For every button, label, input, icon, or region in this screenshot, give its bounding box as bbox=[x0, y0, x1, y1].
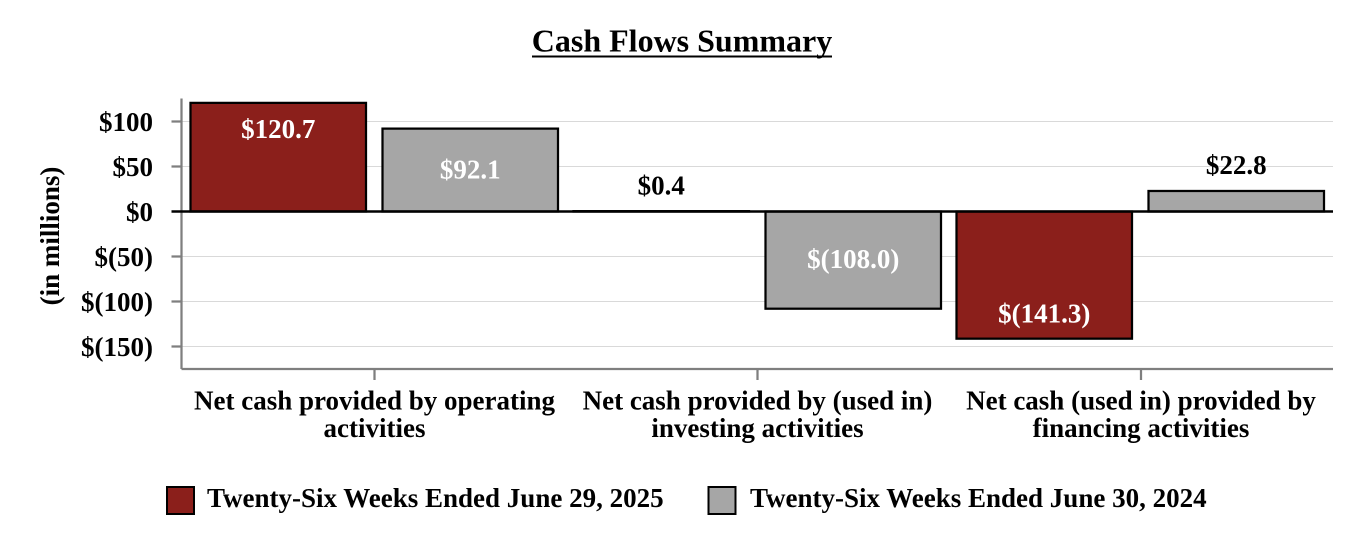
svg-text:activities: activities bbox=[324, 413, 426, 443]
svg-text:$(100): $(100) bbox=[81, 287, 153, 317]
svg-text:$50: $50 bbox=[113, 152, 154, 182]
svg-text:Cash Flows Summary: Cash Flows Summary bbox=[532, 23, 832, 59]
svg-text:Net cash provided by operating: Net cash provided by operating bbox=[194, 385, 556, 415]
svg-text:Net cash (used in) provided by: Net cash (used in) provided by bbox=[966, 385, 1316, 415]
svg-text:$92.1: $92.1 bbox=[440, 155, 501, 185]
svg-text:$120.7: $120.7 bbox=[241, 114, 315, 144]
svg-text:$(141.3): $(141.3) bbox=[998, 299, 1090, 329]
svg-text:Net cash provided by (used in): Net cash provided by (used in) bbox=[583, 385, 933, 415]
svg-text:investing activities: investing activities bbox=[651, 413, 863, 443]
svg-text:$22.8: $22.8 bbox=[1206, 150, 1267, 180]
svg-text:(in millions): (in millions) bbox=[35, 167, 65, 306]
svg-text:$(50): $(50) bbox=[95, 242, 153, 272]
svg-text:Twenty-Six Weeks Ended June 30: Twenty-Six Weeks Ended June 30, 2024 bbox=[750, 483, 1207, 513]
svg-text:$100: $100 bbox=[99, 107, 153, 137]
svg-text:$0.4: $0.4 bbox=[638, 171, 685, 201]
svg-text:$(150): $(150) bbox=[81, 332, 153, 362]
svg-text:$0: $0 bbox=[126, 197, 153, 227]
svg-text:Twenty-Six Weeks Ended June 29: Twenty-Six Weeks Ended June 29, 2025 bbox=[207, 483, 664, 513]
svg-text:financing activities: financing activities bbox=[1033, 413, 1250, 443]
svg-text:$(108.0): $(108.0) bbox=[807, 244, 899, 274]
